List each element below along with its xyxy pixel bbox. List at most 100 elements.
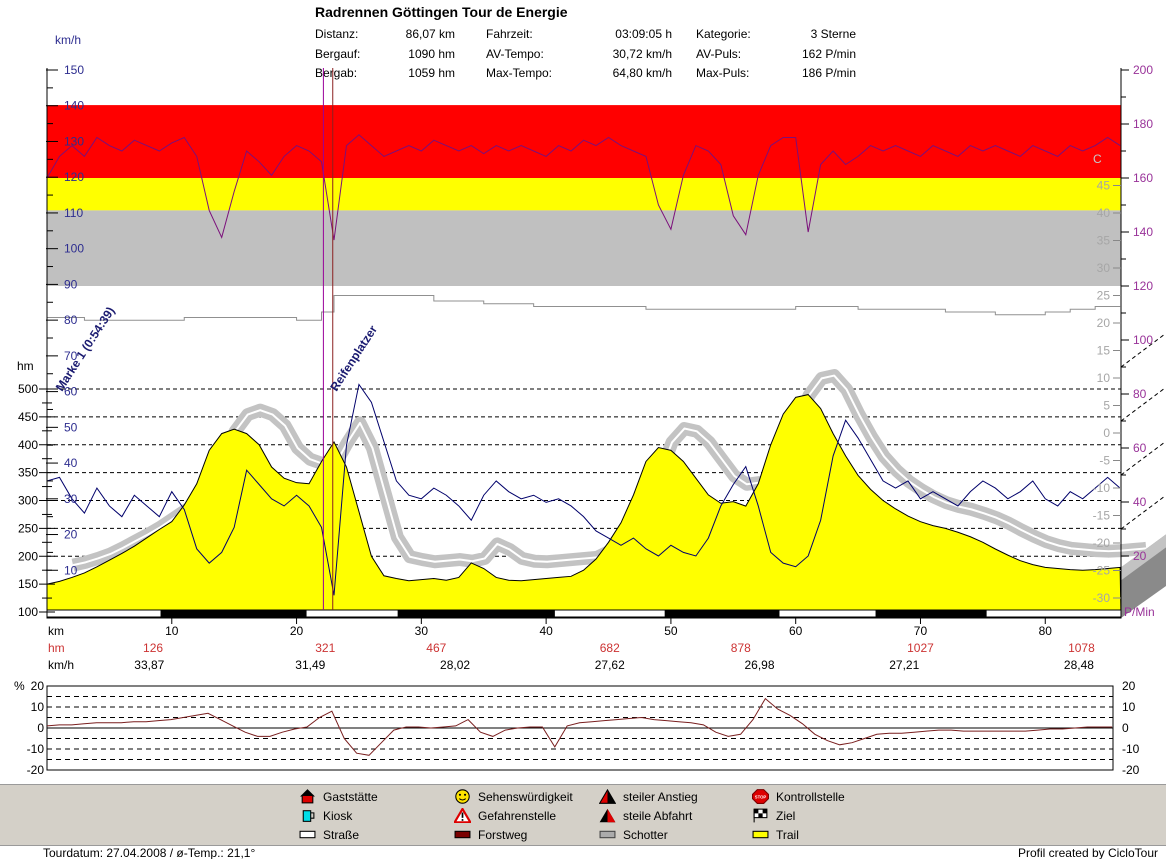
legend-item-kiosk: Kiosk <box>299 806 378 825</box>
stat-label: Distanz: <box>315 27 359 41</box>
legend-label: Kiosk <box>323 808 353 823</box>
svg-text:-15: -15 <box>1093 509 1111 523</box>
svg-text:20: 20 <box>1097 316 1111 330</box>
svg-text:140: 140 <box>64 99 84 113</box>
stat-value: 3 Sterne <box>810 27 856 41</box>
svg-text:28,02: 28,02 <box>440 658 470 672</box>
legend-column-3: steiler Anstieg steile Abfahrt Schotter <box>599 787 698 844</box>
svg-text:80: 80 <box>1133 387 1147 401</box>
stat-value: 64,80 km/h <box>612 66 672 80</box>
smiley-icon <box>455 789 470 804</box>
svg-text:450: 450 <box>18 410 38 424</box>
svg-text:km/h: km/h <box>55 33 81 47</box>
svg-text:110: 110 <box>64 206 83 220</box>
svg-text:126: 126 <box>143 641 163 655</box>
legend-label: Trail <box>776 827 799 842</box>
svg-text:60: 60 <box>1133 441 1147 455</box>
legend-item-strasse: Straße <box>299 825 378 844</box>
legend-item-trail: Trail <box>752 825 845 844</box>
svg-text:250: 250 <box>18 521 38 535</box>
legend-label: Kontrollstelle <box>776 789 845 804</box>
legend-label: Sehenswürdigkeit <box>478 789 573 804</box>
svg-text:90: 90 <box>64 277 78 291</box>
svg-text:80: 80 <box>1039 624 1053 638</box>
svg-text:STOP: STOP <box>755 794 767 799</box>
svg-text:1078: 1078 <box>1068 641 1095 655</box>
svg-text:60: 60 <box>789 624 803 638</box>
svg-text:-5: -5 <box>1099 454 1110 468</box>
page-title: Radrennen Göttingen Tour de Energie <box>315 4 568 20</box>
footer-tour-date: Tourdatum: 27.04.2008 / ø-Temp.: 21,1° <box>43 846 256 859</box>
legend-label: steiler Anstieg <box>623 789 698 804</box>
svg-text:10: 10 <box>64 563 78 577</box>
svg-text:350: 350 <box>18 466 38 480</box>
svg-text:0: 0 <box>1122 721 1129 735</box>
svg-text:km/h: km/h <box>48 658 74 672</box>
svg-text:-20: -20 <box>1093 536 1111 550</box>
legend-label: Gaststätte <box>323 789 378 804</box>
svg-text:180: 180 <box>1133 117 1153 131</box>
legend-item-sehenswuerdigkeit: Sehenswürdigkeit <box>454 787 573 806</box>
legend-column-2: Sehenswürdigkeit Gefahrenstelle Forstweg <box>454 787 573 844</box>
svg-text:20: 20 <box>31 679 45 693</box>
svg-text:100: 100 <box>1133 333 1153 347</box>
forest-road-icon <box>454 830 471 839</box>
svg-text:300: 300 <box>18 494 38 508</box>
svg-text:10: 10 <box>31 700 45 714</box>
svg-text:%: % <box>14 679 25 693</box>
svg-text:100: 100 <box>64 242 84 256</box>
svg-text:Reifenplatzer: Reifenplatzer <box>327 323 380 394</box>
main-chart: 500450400350300250200150100hm15014013012… <box>14 33 1166 777</box>
svg-text:40: 40 <box>64 456 78 470</box>
stat-value: 03:09:05 h <box>615 27 672 41</box>
legend-label: Forstweg <box>478 827 528 842</box>
gravel-icon <box>599 830 616 839</box>
svg-text:140: 140 <box>1133 225 1153 239</box>
svg-text:50: 50 <box>64 420 78 434</box>
mug-icon <box>302 810 315 822</box>
stat-label: Max-Tempo: <box>486 66 553 80</box>
svg-text:682: 682 <box>600 641 620 655</box>
svg-text:hm: hm <box>48 641 65 655</box>
legend-item-gaststaette: Gaststätte <box>299 787 378 806</box>
legend-label: Straße <box>323 827 360 842</box>
svg-text:120: 120 <box>1133 279 1153 293</box>
svg-text:50: 50 <box>664 624 678 638</box>
svg-text:35: 35 <box>1097 234 1111 248</box>
svg-text:150: 150 <box>18 577 38 591</box>
stat-value: 186 P/min <box>801 66 856 80</box>
svg-text:10: 10 <box>1097 371 1111 385</box>
legend: Gaststätte Kiosk Straße Sehenswürdigkeit… <box>0 784 1166 846</box>
svg-text:20: 20 <box>64 528 78 542</box>
svg-text:200: 200 <box>1133 63 1153 77</box>
svg-text:60: 60 <box>64 385 78 399</box>
legend-item-ziel: Ziel <box>752 806 845 825</box>
svg-text:33,87: 33,87 <box>134 658 164 672</box>
svg-text:-20: -20 <box>27 763 45 777</box>
svg-text:20: 20 <box>1133 549 1147 563</box>
stat-value: 86,07 km <box>405 27 455 41</box>
footer-credit: Profil created by CicloTour <box>1017 846 1158 859</box>
svg-text:0: 0 <box>1103 426 1110 440</box>
finish-flag-icon <box>753 808 768 823</box>
svg-text:200: 200 <box>18 549 38 563</box>
svg-text:120: 120 <box>64 170 84 184</box>
house-icon <box>300 789 315 804</box>
svg-text:40: 40 <box>1133 495 1147 509</box>
svg-text:500: 500 <box>18 382 38 396</box>
legend-item-forstweg: Forstweg <box>454 825 573 844</box>
stat-label: Fahrzeit: <box>486 27 533 41</box>
svg-text:28,48: 28,48 <box>1064 658 1094 672</box>
svg-text:27,62: 27,62 <box>595 658 625 672</box>
svg-text:25: 25 <box>1097 289 1111 303</box>
stats-column-2: Fahrzeit: 03:09:05 h AV-Tempo: 30,72 km/h … <box>486 25 672 83</box>
stat-label: Kategorie: <box>696 27 751 41</box>
svg-text:-25: -25 <box>1093 564 1111 578</box>
svg-text:400: 400 <box>18 438 38 452</box>
svg-text:100: 100 <box>18 605 38 619</box>
svg-text:0: 0 <box>37 721 44 735</box>
stat-value: 30,72 km/h <box>612 46 672 61</box>
svg-text:31,49: 31,49 <box>295 658 325 672</box>
stat-value: 1059 hm <box>408 66 455 80</box>
svg-text:-10: -10 <box>1122 742 1140 756</box>
